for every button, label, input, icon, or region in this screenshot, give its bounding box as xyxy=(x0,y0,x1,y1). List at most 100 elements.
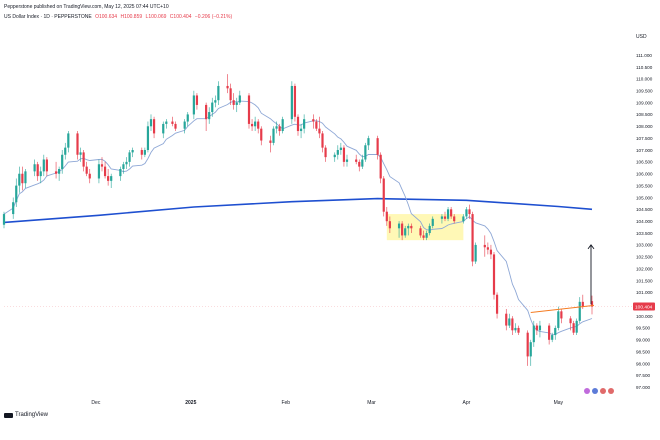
candle-body xyxy=(214,100,217,103)
candle-body xyxy=(217,85,220,101)
y-tick-label: 105.000 xyxy=(636,195,653,200)
candle-body xyxy=(483,244,486,248)
tradingview-logo-text: TradingView xyxy=(15,412,49,418)
candle-body xyxy=(318,128,321,134)
candle-body xyxy=(535,325,538,331)
candle-body xyxy=(401,223,404,236)
candle-body xyxy=(529,342,532,357)
y-tick-label: 99.000 xyxy=(636,338,650,343)
candle-body xyxy=(61,154,64,169)
candle-body xyxy=(514,327,517,331)
candle-body xyxy=(358,161,361,167)
candle-body xyxy=(119,168,122,177)
candle-body xyxy=(489,249,493,255)
candle-body xyxy=(260,128,263,141)
candle-body xyxy=(100,164,104,167)
candle-body xyxy=(569,318,572,324)
y-tick-label: 97.000 xyxy=(636,385,650,390)
symbol-legend: US Dollar Index · 1D · PEPPERSTONE O100.… xyxy=(4,14,234,20)
ohlc-open: O100.634 xyxy=(95,14,118,20)
y-tick-label: 102.500 xyxy=(636,255,653,260)
x-tick-label: May xyxy=(554,400,564,406)
x-tick-label: Dec xyxy=(91,400,100,406)
y-tick-label: 111.000 xyxy=(636,53,652,58)
y-tick-label: 103.000 xyxy=(636,243,653,248)
candle-body xyxy=(229,88,232,101)
candle-body xyxy=(581,301,584,307)
y-tick-label: 104.500 xyxy=(636,207,653,212)
candle-body xyxy=(296,116,300,132)
y-tick-label: 106.000 xyxy=(636,172,653,177)
tradingview-logo: TradingView xyxy=(4,412,48,418)
candle-body xyxy=(232,100,235,105)
candle-body xyxy=(303,119,306,129)
indicator-icon-lightning[interactable] xyxy=(584,388,590,394)
ohlc-low: L100.069 xyxy=(145,14,167,20)
y-tick-label: 107.500 xyxy=(636,136,653,141)
candle-body xyxy=(211,102,214,113)
candle-body xyxy=(250,123,254,127)
candle-body xyxy=(385,211,388,222)
candle-body xyxy=(128,152,131,162)
candle-body xyxy=(58,168,61,174)
x-tick-label: Mar xyxy=(367,400,376,406)
candle-body xyxy=(247,95,251,124)
y-tick-label: 97.500 xyxy=(636,373,650,378)
indicator-icon-flag-3[interactable] xyxy=(608,388,614,394)
candle-body xyxy=(572,323,575,333)
candle-body xyxy=(149,119,153,127)
y-tick-label: 98.500 xyxy=(636,349,650,354)
candle-body xyxy=(364,145,367,160)
y-tick-label: 99.500 xyxy=(636,326,650,331)
candle-body xyxy=(324,147,327,158)
candle-body xyxy=(110,176,113,181)
candle-body xyxy=(192,95,195,115)
candle-body xyxy=(33,164,36,172)
candle-body xyxy=(492,254,496,295)
candle-body xyxy=(486,247,489,250)
candle-body xyxy=(88,173,91,179)
candle-body xyxy=(508,318,511,326)
candle-body xyxy=(336,150,339,155)
indicator-icon-flag-1[interactable] xyxy=(592,388,598,394)
candle-body xyxy=(140,150,143,155)
candle-body xyxy=(526,332,529,357)
candle-body xyxy=(397,223,401,229)
candle-body xyxy=(554,327,557,336)
candle-body xyxy=(450,209,453,217)
y-tick-label: 107.000 xyxy=(636,148,653,153)
candle-body xyxy=(235,102,238,105)
ohlc-change: −0.206 (−0.21%) xyxy=(194,14,233,20)
candle-body xyxy=(278,126,281,132)
y-tick-label: 101.500 xyxy=(636,278,653,283)
y-tick-label: 109.000 xyxy=(636,100,653,105)
candle-body xyxy=(440,216,444,219)
candle-body xyxy=(446,209,450,219)
candle-body xyxy=(551,335,554,340)
candle-body xyxy=(379,154,382,179)
candle-body xyxy=(404,228,407,236)
current-price-label: 100.404 xyxy=(635,304,653,310)
candle-body xyxy=(18,173,21,186)
candle-body xyxy=(195,95,199,105)
candle-body xyxy=(79,152,82,155)
candle-body xyxy=(345,159,349,162)
candle-body xyxy=(339,147,342,151)
candle-body xyxy=(54,171,58,174)
candle-body xyxy=(152,119,156,134)
candle-body xyxy=(174,123,177,129)
candle-body xyxy=(290,85,293,120)
x-tick-label: Feb xyxy=(281,400,290,406)
candle-body xyxy=(125,161,128,165)
candle-body xyxy=(355,159,358,162)
candle-body xyxy=(76,133,79,155)
y-tick-label: 102.000 xyxy=(636,266,653,271)
y-tick-label: 104.000 xyxy=(636,219,653,224)
candle-body xyxy=(85,166,88,174)
candle-body xyxy=(146,126,150,151)
moving-average-slow-line xyxy=(3,197,593,224)
candle-body xyxy=(443,216,447,219)
indicator-icon-flag-2[interactable] xyxy=(600,388,606,394)
